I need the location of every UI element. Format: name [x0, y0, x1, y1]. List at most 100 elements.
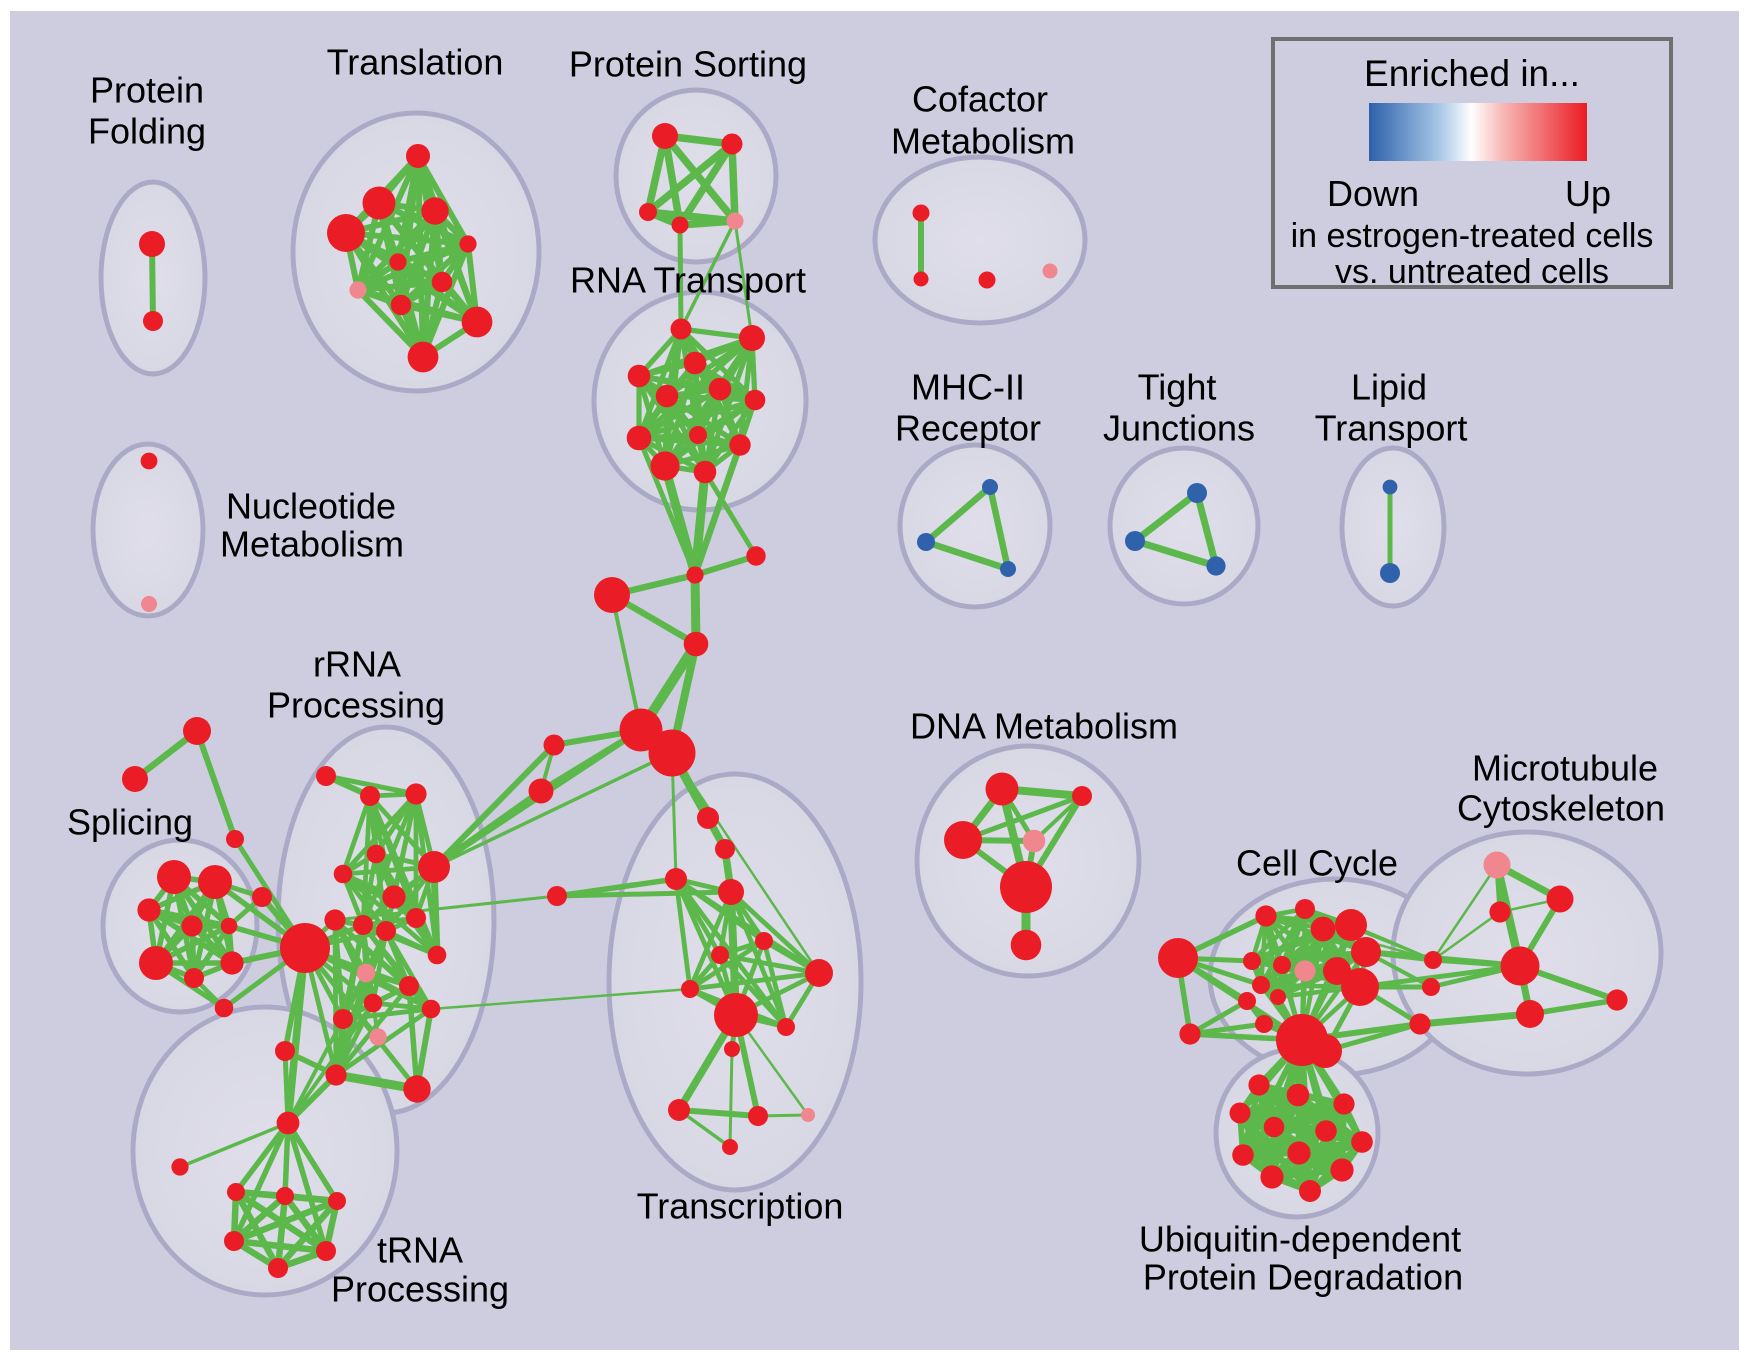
node-c11 — [1341, 968, 1379, 1006]
node-d6 — [1010, 929, 1042, 961]
node-sa — [183, 717, 211, 745]
edge-trh-tn4 — [231, 1120, 291, 1244]
edge-mh2-mh3 — [922, 538, 1012, 573]
node-u6 — [1315, 1120, 1337, 1142]
node-sb — [122, 766, 148, 792]
edge-cbl-c13 — [1187, 998, 1250, 1037]
node-c6 — [1252, 976, 1270, 994]
cluster-label-rrna-processing-line1: Processing — [267, 685, 445, 726]
node-t6 — [389, 253, 407, 271]
node-t10 — [461, 306, 493, 338]
node-c5 — [1294, 960, 1316, 982]
edge-tn3-tn6 — [274, 1197, 341, 1272]
edge-x4-x7 — [728, 889, 822, 976]
edge-t5-t9 — [398, 241, 471, 308]
legend-down-label: Down — [1327, 173, 1420, 214]
cluster-label-rna-transport-line0: RNA Transport — [570, 260, 806, 301]
node-c3 — [1243, 952, 1261, 970]
node-c7 — [1310, 916, 1336, 942]
edge-cn1-m1 — [1431, 863, 1499, 962]
cluster-label-microtubule-cytoskeleton-line0: Microtubule — [1472, 748, 1658, 789]
cluster-ellipse-lipid-transport — [1339, 445, 1447, 609]
node-c13 — [1238, 992, 1256, 1010]
node-mh3 — [1000, 561, 1016, 577]
node-x2 — [715, 839, 735, 859]
cluster-label-trna-processing-line1: Processing — [331, 1269, 509, 1310]
node-sp8 — [220, 951, 244, 975]
edge-mh1-mh2 — [922, 483, 994, 546]
node-cb2 — [1308, 1034, 1342, 1068]
edge-ps5-rt1 — [679, 219, 737, 331]
node-h3 — [594, 577, 630, 613]
edge-h3-b1 — [610, 593, 643, 732]
cluster-label-mhc-ii-receptor-line1: Receptor — [895, 408, 1041, 449]
node-r1 — [316, 766, 336, 786]
node-t3 — [421, 197, 449, 225]
cluster-label-dna-metabolism-line0: DNA Metabolism — [910, 706, 1178, 747]
node-c12 — [1270, 989, 1286, 1005]
node-t7 — [431, 271, 453, 293]
node-x5 — [755, 932, 773, 950]
node-t5 — [459, 235, 477, 253]
node-r2 — [360, 786, 380, 806]
node-sp10 — [252, 887, 272, 907]
cluster-label-cofactor-metabolism-line1: Metabolism — [891, 121, 1075, 162]
node-r8 — [324, 909, 346, 931]
edge-r2-r6 — [340, 793, 373, 877]
node-r13 — [363, 993, 383, 1013]
cluster-label-ubiquitin-dependent-protein-degradation-line1: Protein Degradation — [1143, 1257, 1463, 1298]
node-rt4 — [627, 364, 651, 388]
node-tn0 — [171, 1158, 189, 1176]
cluster-label-protein-sorting-line0: Protein Sorting — [569, 44, 807, 85]
node-mh1 — [982, 479, 998, 495]
edge-b2-x7 — [670, 751, 821, 975]
node-x9 — [714, 993, 758, 1037]
node-h1 — [686, 566, 704, 584]
node-rt9 — [689, 426, 707, 444]
node-nm1 — [140, 452, 158, 470]
node-tj3 — [1206, 556, 1226, 576]
legend-up-label: Up — [1564, 173, 1611, 214]
edge-tn2-tn6 — [274, 1192, 289, 1272]
node-sp2 — [198, 865, 232, 899]
node-u1 — [1248, 1074, 1270, 1096]
node-tn2 — [276, 1187, 294, 1205]
node-c2 — [1295, 899, 1315, 919]
node-r21 — [403, 1075, 431, 1103]
node-lt2 — [1380, 563, 1400, 583]
node-r20 — [325, 1064, 347, 1086]
node-mh2 — [917, 533, 935, 551]
cluster-label-trna-processing-line0: tRNA — [377, 1230, 463, 1271]
edge-tj1-tj3 — [1193, 489, 1220, 570]
edge-x11-x15 — [728, 1047, 734, 1149]
node-sp3 — [137, 898, 161, 922]
node-trh — [276, 1111, 300, 1135]
node-h2 — [746, 546, 766, 566]
legend-caption-line1: in estrogen-treated cells — [1290, 217, 1654, 255]
cluster-label-tight-junctions-line1: Junctions — [1103, 408, 1255, 449]
node-rt12 — [693, 460, 717, 484]
edge-ps2-ps3 — [644, 140, 736, 216]
edge-x5-x10 — [761, 938, 789, 1030]
node-nm2 — [141, 596, 157, 612]
node-d5 — [1000, 861, 1052, 913]
edge-d2-d3 — [960, 793, 1085, 843]
node-ps5 — [726, 212, 744, 230]
legend-title: Enriched in... — [1364, 53, 1580, 94]
node-cbl — [1179, 1023, 1201, 1045]
cluster-label-ubiquitin-dependent-protein-degradation-line0: Ubiquitin-dependent — [1139, 1219, 1461, 1260]
node-h4 — [683, 631, 709, 657]
node-sp4 — [181, 915, 203, 937]
edge-tj1-tj2 — [1131, 489, 1201, 545]
node-x3 — [665, 868, 687, 890]
node-t9 — [390, 294, 412, 316]
node-sp9 — [214, 998, 234, 1018]
edge-trh-tn5 — [285, 1120, 329, 1254]
node-rh — [280, 923, 330, 973]
edge-r3-r6 — [340, 791, 419, 877]
node-tn1 — [227, 1183, 245, 1201]
node-r12 — [356, 963, 376, 983]
node-t4 — [327, 214, 365, 252]
node-ps1 — [652, 123, 678, 149]
node-u7 — [1351, 1131, 1373, 1153]
